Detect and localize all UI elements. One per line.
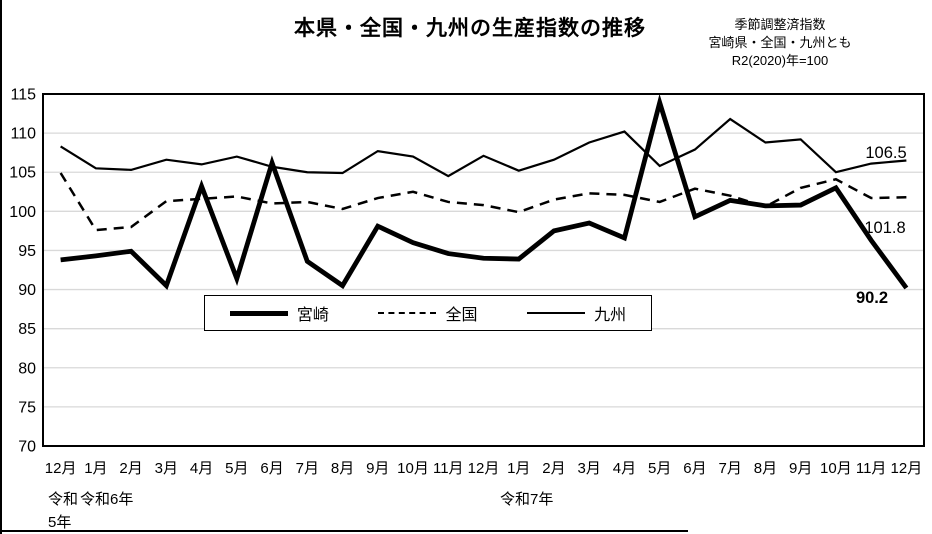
x-tick-label-16: 4月: [613, 460, 636, 477]
data-label-全国: 101.8: [864, 219, 905, 237]
x-tick-label-10: 10月: [397, 460, 429, 477]
x-tick-label-14: 2月: [542, 460, 565, 477]
y-tick-label-80: 80: [18, 360, 36, 377]
y-tick-label-70: 70: [18, 439, 36, 456]
x-tick-label-13: 1月: [507, 460, 530, 477]
data-label-宮崎: 90.2: [856, 289, 888, 307]
note-line-2: 宮崎県・全国・九州とも: [708, 35, 852, 50]
x-tick-label-11: 11月: [433, 460, 464, 477]
series-line-miyazaki: [60, 93, 909, 290]
chart-title: 本県・全国・九州の生産指数の推移: [294, 17, 646, 40]
note-line-1: 季節調整済指数: [734, 17, 826, 32]
left-border-line: [0, 0, 2, 534]
x-tick-label-6: 6月: [260, 460, 283, 477]
bottom-border-line: [0, 530, 688, 532]
era-label-reiwa5: 令和 5年: [48, 491, 79, 531]
x-tick-label-8: 8月: [331, 460, 354, 477]
legend-entry-miyazaki: 宮崎: [229, 301, 329, 325]
x-tick-label-15: 3月: [578, 460, 601, 477]
y-tick-label-115: 115: [10, 87, 36, 104]
legend-entry-kyushu: 九州: [527, 301, 626, 325]
miyazaki-line-sample-icon: [229, 310, 288, 316]
legend-entry-zenkoku: 全国: [378, 301, 477, 325]
y-tick-label-85: 85: [18, 321, 36, 338]
y-tick-label-95: 95: [18, 243, 36, 260]
x-tick-label-23: 11月: [856, 460, 887, 477]
x-tick-label-18: 6月: [683, 460, 706, 477]
chart-legend: 宮崎 全国 九州: [204, 295, 652, 331]
plot-area-border: [42, 93, 925, 447]
zenkoku-line-sample-icon: [378, 312, 437, 314]
x-tick-label-22: 10月: [820, 460, 852, 477]
kyushu-line-sample-icon: [527, 312, 586, 314]
data-label-九州: 106.5: [865, 144, 906, 162]
series-line-kyushu: [60, 117, 907, 178]
x-tick-label-24: 12月: [891, 460, 923, 477]
era-label-reiwa7: 令和7年: [500, 491, 554, 508]
x-tick-label-20: 8月: [754, 460, 777, 477]
x-tick-label-7: 7月: [296, 460, 319, 477]
x-tick-label-17: 5月: [648, 460, 671, 477]
y-tick-label-105: 105: [9, 165, 36, 182]
chart-subtitle-note: 季節調整済指数 宮崎県・全国・九州とも R2(2020)年=100: [690, 16, 870, 70]
x-tick-label-9: 9月: [366, 460, 389, 477]
x-tick-label-19: 7月: [719, 460, 742, 477]
legend-label-miyazaki: 宮崎: [296, 307, 329, 324]
y-tick-label-75: 75: [18, 399, 36, 416]
y-tick-label-100: 100: [9, 204, 36, 221]
legend-label-zenkoku: 全国: [445, 307, 478, 324]
x-tick-label-5: 5月: [225, 460, 248, 477]
legend-label-kyushu: 九州: [594, 307, 627, 324]
x-tick-label-2: 2月: [119, 460, 142, 477]
x-tick-label-3: 3月: [155, 460, 178, 477]
y-tick-label-110: 110: [10, 126, 36, 143]
series-line-zenkoku: [59, 172, 907, 232]
x-tick-label-4: 4月: [190, 460, 213, 477]
x-tick-label-12: 12月: [468, 460, 500, 477]
era-label-reiwa6: 令和6年: [80, 491, 134, 508]
x-tick-label-21: 9月: [789, 460, 812, 477]
y-tick-label-90: 90: [18, 282, 36, 299]
note-line-3: R2(2020)年=100: [731, 53, 829, 68]
x-tick-label-1: 1月: [84, 460, 107, 477]
x-tick-label-0: 12月: [45, 460, 77, 477]
